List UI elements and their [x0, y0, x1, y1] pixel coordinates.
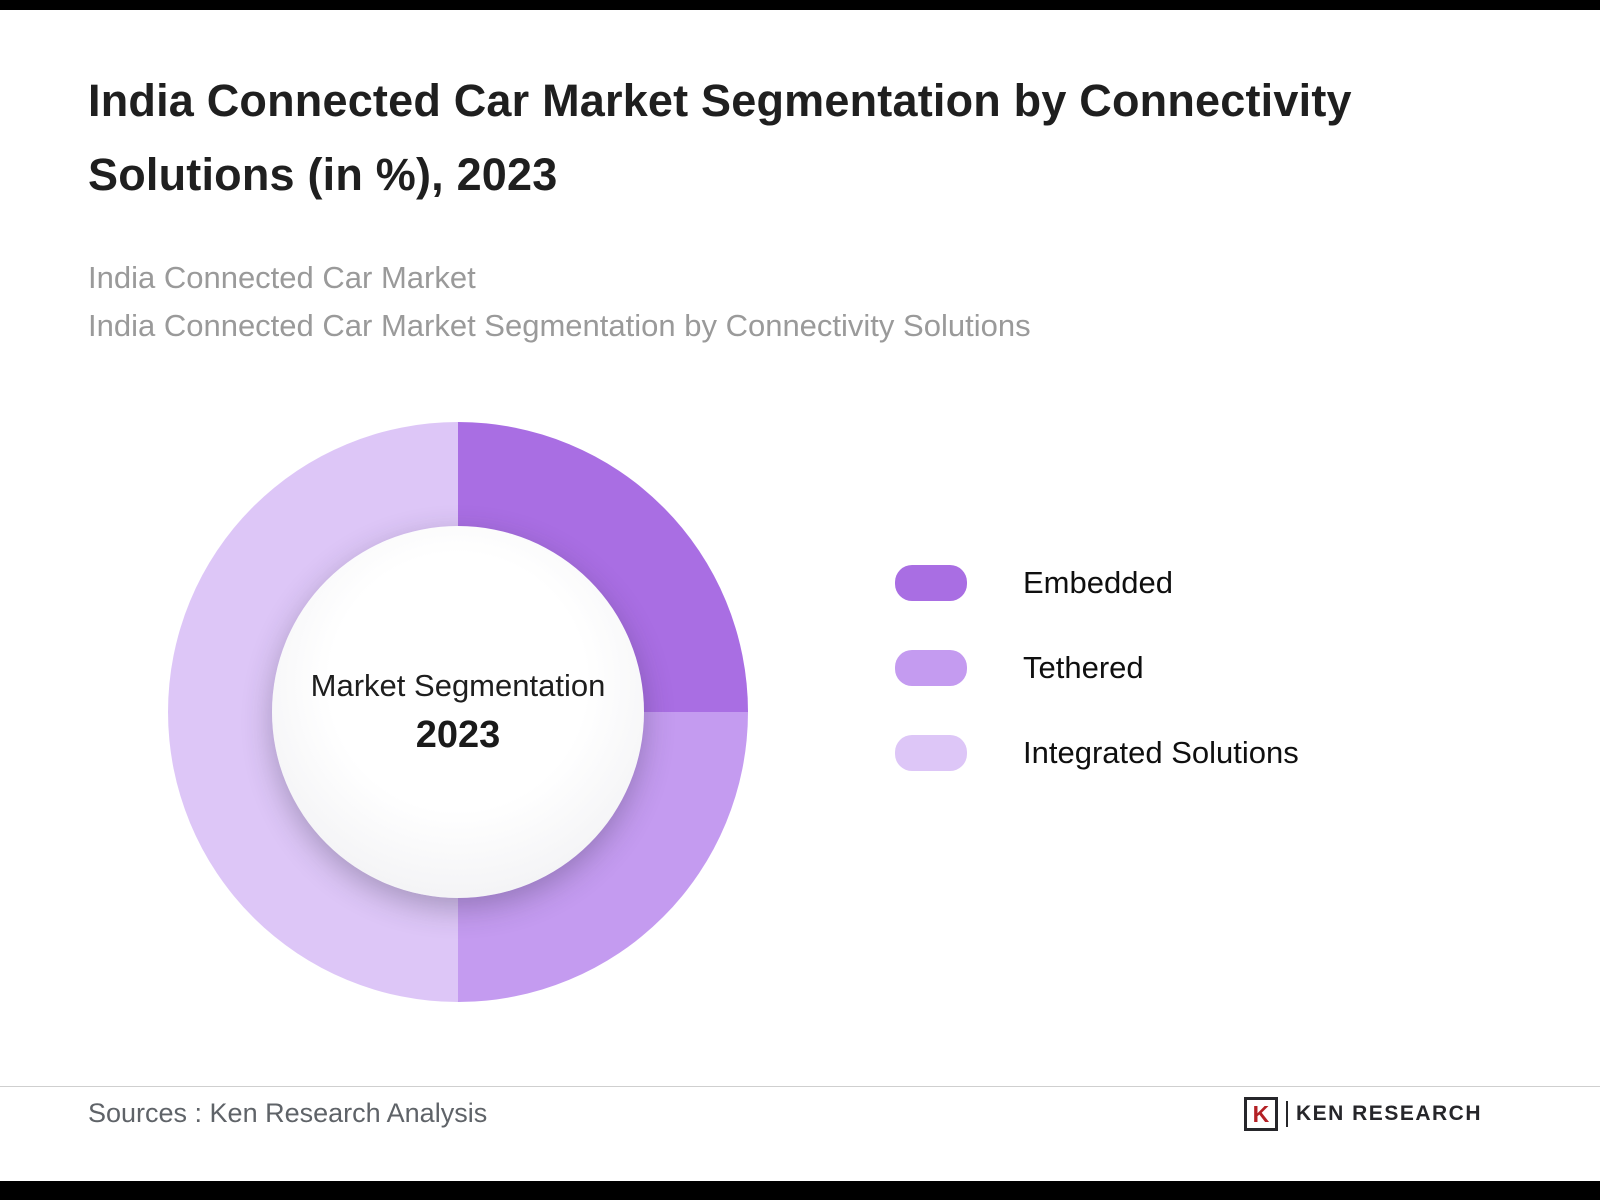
legend-label-tethered: Tethered	[1023, 650, 1144, 685]
donut-chart: Market Segmentation 2023	[168, 422, 748, 1002]
chart-legend: Embedded Tethered Integrated Solutions	[895, 565, 1299, 771]
legend-item-integrated-solutions: Integrated Solutions	[895, 735, 1299, 771]
page-title-line2: Solutions (in %), 2023	[88, 149, 558, 201]
legend-label-embedded: Embedded	[1023, 565, 1173, 600]
bottom-black-bar	[0, 1181, 1600, 1200]
subtitle-line1: India Connected Car Market	[88, 260, 476, 295]
legend-swatch-integrated-solutions	[895, 735, 967, 771]
legend-swatch-tethered	[895, 650, 967, 686]
donut-center: Market Segmentation 2023	[272, 526, 644, 898]
footer-divider	[0, 1086, 1600, 1087]
donut-center-year: 2023	[415, 713, 501, 756]
ken-research-logo-text: KEN RESEARCH	[1295, 1102, 1482, 1125]
logo-separator	[1285, 1101, 1288, 1127]
page-subtitle: India Connected Car Market India Connect…	[88, 254, 1031, 350]
source-text: Sources : Ken Research Analysis	[88, 1098, 488, 1128]
ken-research-logo: K KEN RESEARCH	[1243, 1097, 1482, 1131]
legend-item-tethered: Tethered	[895, 650, 1299, 686]
top-black-bar	[0, 0, 1600, 10]
legend-swatch-embedded	[895, 565, 967, 601]
subtitle-line2: India Connected Car Market Segmentation …	[88, 308, 1031, 344]
legend-label-integrated-solutions: Integrated Solutions	[1023, 735, 1299, 770]
legend-item-embedded: Embedded	[895, 565, 1299, 601]
page-title-line1: India Connected Car Market Segmentation …	[88, 75, 1352, 126]
page-title: India Connected Car Market Segmentation …	[88, 64, 1352, 213]
ken-research-logo-icon: K	[1243, 1097, 1278, 1131]
donut-center-label: Market Segmentation	[310, 667, 606, 703]
